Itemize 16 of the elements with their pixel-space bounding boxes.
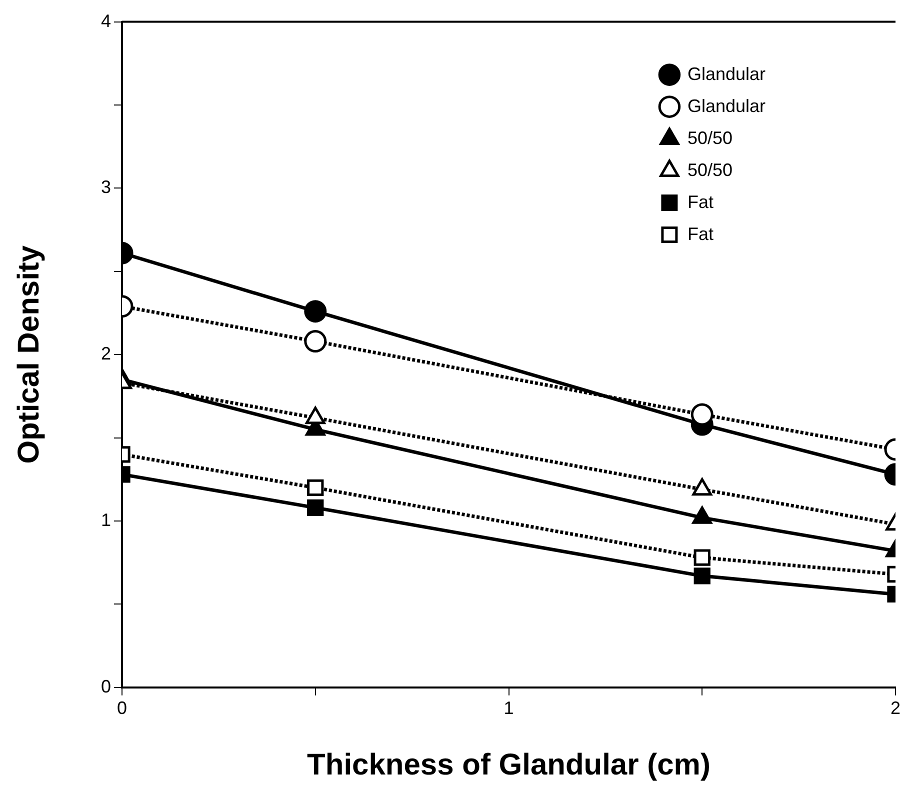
x-tick-label: 0 [117, 698, 128, 718]
y-axis-title: Optical Density [12, 245, 46, 464]
legend-label: 50/50 [687, 160, 732, 180]
legend-label: Glandular [687, 64, 766, 84]
x-tick-label: 2 [890, 698, 901, 718]
x-axis-title: Thickness of Glandular (cm) [307, 748, 710, 782]
y-tick-label: 3 [100, 177, 112, 198]
legend-label: Glandular [687, 96, 766, 116]
y-tick-label: 4 [100, 10, 112, 31]
legend-label: 50/50 [687, 128, 732, 148]
legend-label: Fat [687, 224, 714, 244]
legend-label: Fat [687, 192, 714, 212]
x-tick-label: 1 [504, 698, 514, 718]
y-tick-label: 1 [100, 510, 112, 530]
y-tick-label: 2 [100, 344, 112, 364]
y-tick-label: 0 [100, 676, 112, 696]
